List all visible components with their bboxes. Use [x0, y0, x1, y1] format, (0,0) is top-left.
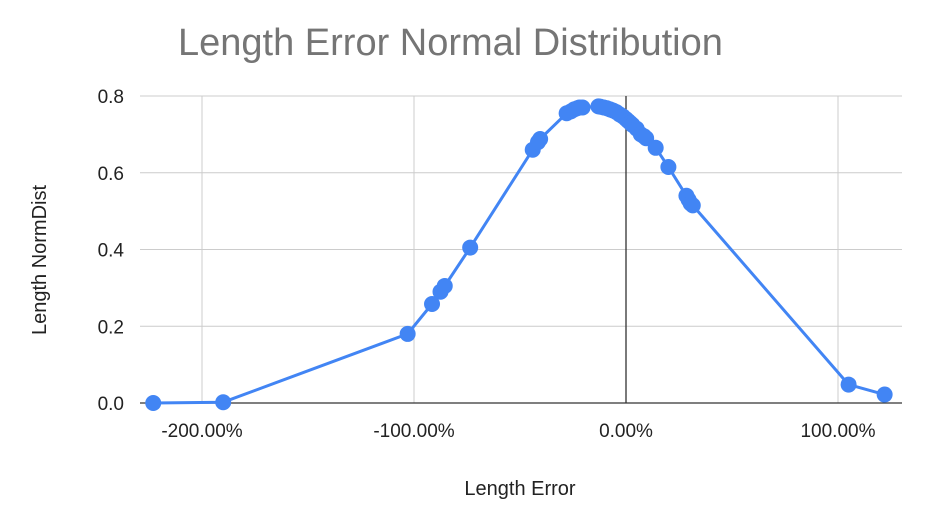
data-point: [424, 295, 441, 312]
data-point: [145, 395, 162, 411]
data-point: [215, 394, 232, 411]
data-point: [462, 239, 479, 256]
x-tick-label: 100.00%: [800, 421, 875, 442]
y-tick-label: 0.4: [98, 241, 125, 262]
data-point: [532, 130, 549, 147]
data-point: [647, 139, 664, 156]
y-tick-label: 0.8: [98, 87, 124, 108]
series-layer: [145, 98, 893, 411]
tick-labels: 0.0 0.2 0.4 0.6 0.8 -200.00% -100.00% 0.00% 100.…: [98, 87, 876, 442]
chart-title: Length Error Normal Distribution: [178, 22, 723, 64]
data-point: [876, 386, 893, 403]
y-tick-label: 0.2: [98, 317, 124, 338]
data-point: [840, 376, 857, 393]
data-point: [684, 197, 701, 214]
x-tick-label: 0.00%: [599, 421, 653, 442]
y-axis-label: Length NormDist: [29, 185, 51, 336]
grid-lines: [140, 95, 902, 403]
x-tick-label: -100.00%: [373, 421, 454, 442]
y-tick-label: 0.0: [98, 394, 124, 415]
data-point: [436, 277, 453, 294]
y-tick-label: 0.6: [98, 164, 124, 185]
series-line: [153, 104, 886, 405]
data-point: [399, 325, 416, 342]
data-point: [660, 158, 677, 175]
x-axis-label: Length Error: [464, 478, 576, 500]
x-tick-label: -200.00%: [161, 421, 242, 442]
data-point: [574, 99, 591, 116]
